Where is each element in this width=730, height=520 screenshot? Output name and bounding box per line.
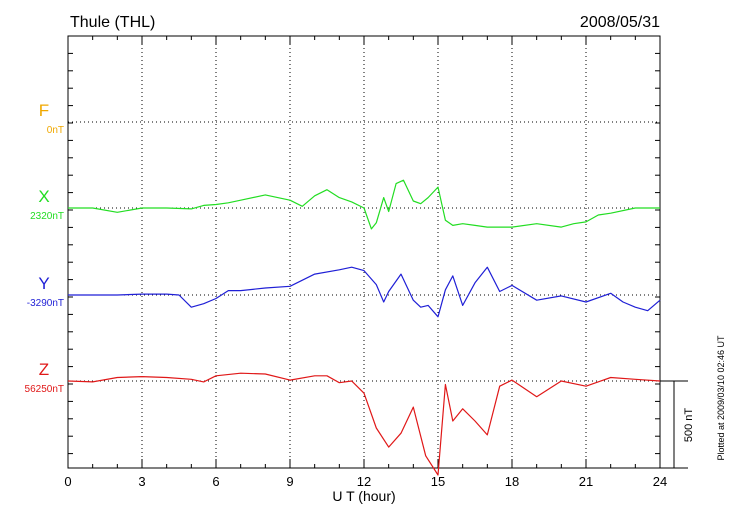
- series-lines: [67, 179, 661, 476]
- series-baseline-label-x: 2320nT: [30, 211, 64, 222]
- series-name-y: Y: [38, 274, 49, 293]
- series-baseline-label-y: -3290nT: [27, 298, 64, 309]
- series-line-z: [67, 372, 661, 476]
- plotted-at-note: Plotted at 2009/03/10 02:46 UT: [716, 335, 726, 461]
- tick-marks: [67, 36, 661, 468]
- x-tick-label: 15: [431, 474, 445, 489]
- series-line-y: [68, 266, 661, 318]
- x-tick-label: 24: [653, 474, 667, 489]
- series-name-x: X: [38, 187, 49, 206]
- x-tick-label: 3: [138, 474, 145, 489]
- scale-bar: 500 nT: [660, 380, 695, 469]
- x-tick-label: 9: [286, 474, 293, 489]
- x-tick-label: 0: [64, 474, 71, 489]
- series-line-x: [68, 179, 660, 230]
- grid: [141, 36, 587, 468]
- x-tick-label: 6: [212, 474, 219, 489]
- series-labels: F 0nT X 2320nT Y -3290nT Z 56250nT: [25, 101, 64, 395]
- series-baseline-label-z: 56250nT: [25, 384, 64, 395]
- date-label: 2008/05/31: [580, 14, 660, 31]
- series-name-z: Z: [39, 360, 49, 379]
- x-tick-labels: 0 3 6 9 12 15 18 21 24: [64, 474, 667, 489]
- series-name-f: F: [39, 101, 49, 120]
- station-title: Thule (THL): [70, 14, 155, 31]
- series-baseline-label-f: 0nT: [47, 125, 64, 136]
- x-axis-label: U T (hour): [332, 488, 395, 504]
- scale-bar-label: 500 nT: [683, 408, 695, 443]
- x-tick-label: 18: [505, 474, 519, 489]
- x-tick-label: 12: [357, 474, 371, 489]
- x-tick-label: 21: [579, 474, 593, 489]
